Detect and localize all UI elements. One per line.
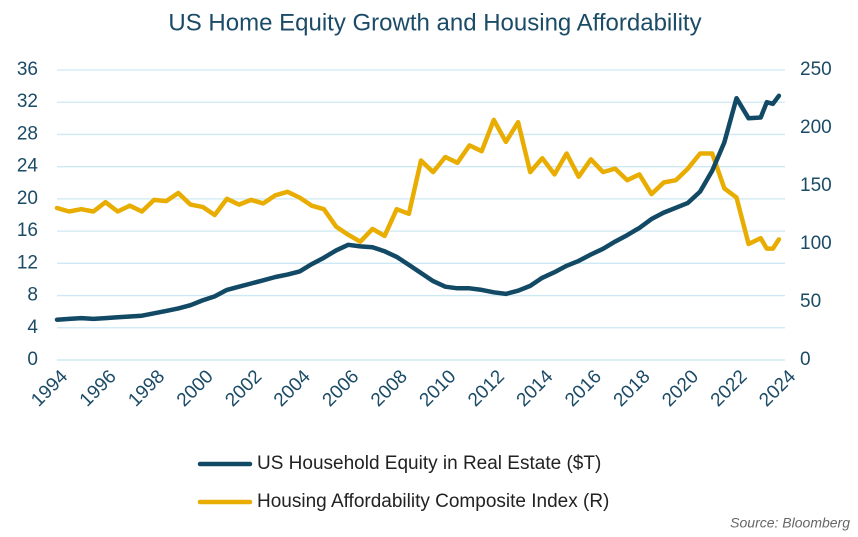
chart-title: US Home Equity Growth and Housing Afford…	[168, 9, 701, 36]
y2-tick-label: 100	[800, 233, 832, 254]
x-tick-label: 1996	[76, 366, 121, 411]
y-tick-label: 32	[17, 91, 38, 112]
x-tick-label: 2010	[416, 366, 461, 411]
series-line	[54, 93, 782, 322]
y2-tick-label: 50	[800, 291, 821, 312]
legend-label: US Household Equity in Real Estate ($T)	[257, 453, 601, 474]
x-tick-label: 2004	[270, 366, 315, 411]
x-tick-label: 2012	[464, 366, 509, 411]
x-tick-label: 2024	[755, 366, 800, 411]
y-tick-label: 36	[17, 59, 38, 80]
y-tick-label: 0	[27, 349, 38, 370]
x-tick-label: 2014	[513, 366, 558, 411]
x-tick-label: 2000	[173, 366, 218, 411]
y-tick-label: 8	[27, 285, 38, 306]
y2-tick-label: 200	[800, 117, 832, 138]
y2-tick-label: 0	[800, 349, 811, 370]
y-tick-label: 12	[17, 252, 38, 273]
source: Source: Bloomberg	[730, 515, 850, 531]
y2-tick-label: 250	[800, 59, 832, 80]
legend-label: Housing Affordability Composite Index (R…	[257, 491, 609, 512]
x-tick-label: 1994	[27, 366, 72, 411]
series-line	[54, 117, 782, 251]
x-tick-label: 2018	[610, 366, 655, 411]
x-tick-label: 2022	[707, 366, 752, 411]
y-tick-label: 4	[27, 317, 38, 338]
y2-tick-label: 150	[800, 175, 832, 196]
x-tick-label: 1998	[124, 366, 169, 411]
y-tick-label: 28	[17, 123, 38, 144]
y-tick-label: 20	[17, 188, 38, 209]
x-tick-label: 2006	[319, 366, 364, 411]
x-tick-label: 2002	[221, 366, 266, 411]
x-tick-label: 2008	[367, 366, 412, 411]
x-tick-label: 2020	[658, 366, 703, 411]
x-tick-label: 2016	[561, 366, 606, 411]
y-tick-label: 24	[17, 156, 39, 177]
y-tick-label: 16	[17, 220, 38, 241]
